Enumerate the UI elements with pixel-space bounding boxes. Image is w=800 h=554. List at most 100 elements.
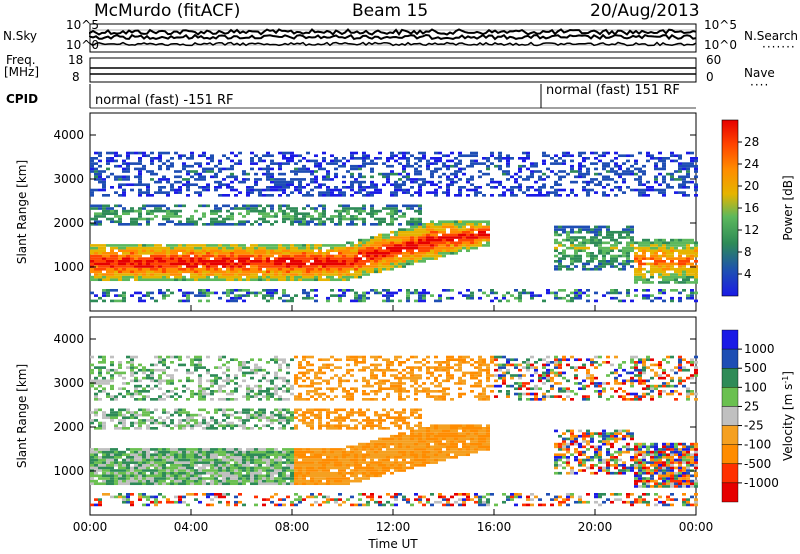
echo-cell — [606, 246, 610, 250]
echo-cell — [234, 461, 238, 464]
echo-cell — [290, 416, 294, 420]
echo-cell — [222, 493, 226, 496]
echo-cell — [406, 252, 410, 255]
echo-cell — [214, 474, 218, 478]
echo-cell — [558, 241, 562, 245]
echo-cell — [270, 273, 274, 276]
echo-cell — [614, 289, 618, 292]
echo-cell — [186, 294, 190, 297]
echo-cell — [314, 162, 318, 165]
echo-cell — [602, 252, 606, 255]
echo-cell — [186, 466, 190, 470]
echo-cell — [602, 191, 606, 194]
echo-cell — [258, 260, 262, 263]
echo-cell — [518, 183, 522, 187]
echo-cell — [154, 450, 158, 454]
echo-cell — [422, 246, 426, 250]
echo-cell — [682, 194, 686, 197]
echo-cell — [626, 260, 630, 263]
echo-cell — [174, 450, 178, 454]
echo-cell — [114, 479, 118, 483]
echo-cell — [234, 387, 238, 391]
echo-cell — [282, 183, 286, 187]
echo-cell — [454, 241, 458, 245]
echo-cell — [254, 368, 258, 372]
echo-cell — [138, 299, 142, 303]
echo-cell — [98, 275, 102, 279]
echo-cell — [90, 194, 94, 197]
echo-cell — [210, 448, 214, 451]
echo-cell — [690, 157, 694, 160]
echo-cell — [406, 178, 410, 181]
echo-cell — [182, 408, 186, 412]
echo-cell — [470, 244, 474, 247]
echo-cell — [126, 244, 130, 247]
echo-cell — [318, 217, 322, 221]
echo-cell — [666, 281, 670, 284]
echo-cell — [366, 246, 370, 250]
echo-cell — [378, 262, 382, 266]
echo-cell — [166, 212, 170, 216]
echo-cell — [190, 493, 194, 496]
echo-cell — [110, 355, 114, 359]
echo-cell — [138, 421, 142, 425]
echo-cell — [142, 204, 146, 208]
echo-cell — [274, 183, 278, 187]
echo-cell — [378, 188, 382, 192]
echo-cell — [678, 191, 682, 194]
echo-cell — [134, 456, 138, 459]
echo-cell — [274, 265, 278, 268]
echo-cell — [410, 225, 414, 229]
echo-cell — [338, 296, 342, 300]
echo-cell — [146, 262, 150, 266]
echo-cell — [266, 186, 270, 189]
echo-cell — [286, 278, 290, 282]
echo-cell — [166, 260, 170, 263]
echo-cell — [150, 387, 154, 391]
echo-cell — [234, 464, 238, 467]
echo-cell — [398, 157, 402, 160]
echo-cell — [294, 244, 298, 247]
echo-cell — [318, 223, 322, 226]
echo-cell — [238, 366, 242, 369]
echo-cell — [238, 220, 242, 224]
echo-cell — [254, 477, 258, 480]
echo-cell — [578, 246, 582, 250]
echo-cell — [150, 464, 154, 467]
echo-cell — [122, 376, 126, 380]
echo-cell — [326, 299, 330, 303]
echo-cell — [182, 471, 186, 475]
echo-cell — [210, 175, 214, 179]
echo-cell — [138, 159, 142, 163]
echo-cell — [654, 265, 658, 268]
echo-cell — [690, 294, 694, 297]
echo-cell — [334, 244, 338, 247]
echo-cell — [382, 220, 386, 224]
echo-cell — [446, 186, 450, 189]
echo-cell — [274, 246, 278, 250]
echo-cell — [90, 474, 94, 478]
echo-cell — [114, 254, 118, 258]
echo-cell — [178, 273, 182, 276]
echo-cell — [450, 225, 454, 229]
echo-cell — [438, 249, 442, 253]
echo-cell — [294, 249, 298, 253]
echo-cell — [338, 217, 342, 221]
echo-cell — [630, 170, 634, 173]
echo-cell — [402, 157, 406, 160]
echo-cell — [646, 289, 650, 292]
echo-cell — [146, 278, 150, 282]
echo-cell — [198, 387, 202, 391]
echo-cell — [210, 493, 214, 496]
echo-cell — [318, 278, 322, 282]
echo-cell — [210, 477, 214, 480]
echo-cell — [634, 167, 638, 171]
echo-cell — [182, 419, 186, 422]
echo-cell — [350, 207, 354, 210]
echo-cell — [390, 191, 394, 194]
echo-cell — [222, 390, 226, 393]
echo-cell — [362, 162, 366, 165]
echo-cell — [114, 273, 118, 276]
echo-cell — [178, 474, 182, 478]
echo-cell — [406, 220, 410, 224]
